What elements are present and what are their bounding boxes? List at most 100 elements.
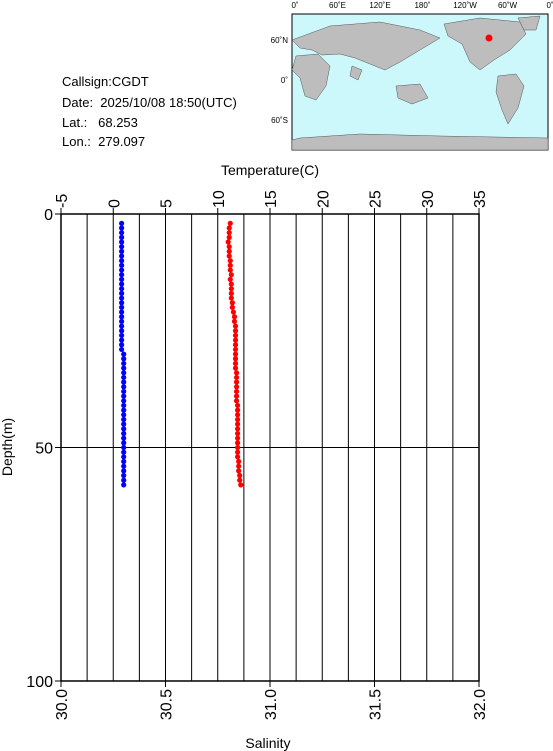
profile-point — [226, 244, 232, 250]
profile-point — [228, 281, 234, 287]
profile-point — [119, 318, 125, 325]
profile-point — [121, 444, 127, 451]
profile-point — [121, 454, 127, 460]
profile-point — [119, 225, 125, 231]
x-bottom-tick-label: 31.5 — [368, 689, 385, 720]
map-lat-label: 0˚ — [281, 76, 288, 85]
profile-point — [121, 393, 127, 399]
profile-point — [119, 300, 125, 306]
x-bottom-tick-label: 31.0 — [263, 689, 280, 720]
profile-point — [119, 314, 125, 320]
lat: Lat.: 68.253 — [62, 115, 138, 130]
map-lon-label: 120˚W — [453, 1, 477, 10]
x-top-tick-label: 25 — [368, 190, 385, 208]
profile-point — [227, 262, 233, 268]
date: Date: 2025/10/08 18:50(UTC) — [62, 95, 237, 110]
profile-point — [226, 234, 232, 240]
x-top-tick-label: 20 — [315, 190, 332, 208]
x-top-tick-label: 5 — [159, 199, 176, 208]
map-lat-label: 60˚N — [271, 36, 289, 45]
profile-point — [227, 267, 233, 273]
profile-point — [235, 407, 241, 413]
y-label: Depth(m) — [0, 418, 15, 476]
profile-point — [121, 416, 127, 423]
x-top-tick-label: 30 — [420, 190, 437, 208]
profile-point — [233, 374, 240, 381]
profile-point — [232, 342, 239, 348]
profile-point — [225, 239, 231, 245]
x-top-tick-label: 35 — [472, 190, 489, 208]
profile-point — [119, 342, 125, 348]
profile-point — [227, 276, 233, 282]
profile-point — [119, 239, 125, 245]
map — [291, 13, 549, 151]
y-tick-label: 50 — [35, 441, 53, 458]
profile-point — [121, 356, 127, 362]
position-dot — [485, 34, 493, 42]
map-lat-label: 60˚S — [271, 116, 288, 125]
profile-point — [119, 337, 125, 343]
profile-point — [121, 463, 127, 469]
x-top-tick-label: 15 — [263, 190, 280, 208]
x-bottom-tick-label: 32.0 — [472, 689, 489, 720]
x-bottom-tick-label: 30.0 — [54, 689, 71, 720]
profile-point — [233, 384, 240, 390]
profile-point — [119, 295, 125, 301]
profile-point — [226, 248, 232, 254]
x-top-label: Temperature(C) — [221, 162, 319, 178]
profile-point — [121, 449, 127, 455]
profile-point — [228, 295, 234, 301]
profile-point — [121, 388, 127, 395]
x-top-tick-label: -5 — [54, 194, 71, 208]
profile-point — [119, 281, 125, 287]
profile-point — [226, 253, 232, 259]
y-tick-label: 100 — [26, 674, 53, 691]
profile-point — [121, 482, 127, 488]
profile-point — [121, 440, 127, 446]
profile-point — [230, 309, 237, 315]
profile-point — [119, 234, 125, 240]
profile-point — [235, 412, 241, 418]
profile-point — [229, 304, 235, 310]
profile-point — [233, 379, 240, 385]
profile-point — [227, 258, 233, 264]
profile-point — [237, 477, 243, 483]
profile-point — [121, 351, 127, 357]
profile-point — [121, 384, 127, 390]
profile-point — [235, 444, 241, 451]
x-bottom-label: Salinity — [245, 735, 290, 751]
profile-point — [121, 370, 127, 376]
profile-point — [232, 356, 239, 362]
profile-point — [119, 220, 125, 226]
profile-point — [119, 290, 125, 296]
profile-point — [121, 421, 127, 427]
profile-point — [232, 360, 239, 367]
profile-point — [236, 468, 242, 474]
profile-point — [237, 472, 243, 479]
profile-point — [119, 304, 125, 310]
profile-point — [121, 458, 127, 465]
profile-point — [235, 454, 241, 460]
profile-point — [121, 472, 127, 479]
map-lon-label: 60˚E — [329, 1, 346, 10]
profile-point — [228, 272, 234, 278]
profile-point — [121, 398, 127, 404]
profile-point — [232, 323, 239, 329]
profile-point — [233, 393, 240, 399]
profile-point — [233, 388, 240, 395]
x-bottom-tick-label: 30.5 — [159, 689, 176, 720]
profile-point — [232, 328, 239, 334]
profile-point — [232, 332, 239, 339]
map-lon-label: 120˚E — [369, 1, 390, 10]
profile-point — [119, 332, 125, 339]
profile-point — [227, 220, 233, 226]
profile-point — [232, 337, 239, 343]
profile-point — [119, 248, 125, 254]
profile-point — [121, 426, 127, 432]
profile-point — [121, 468, 127, 474]
profile-point — [236, 463, 242, 469]
profile-point — [228, 286, 234, 292]
profile-point — [229, 300, 235, 306]
map-lon-label: 0˚ — [291, 1, 298, 10]
